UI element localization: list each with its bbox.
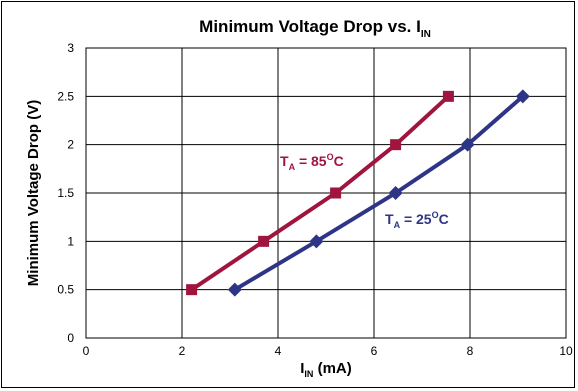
data-point-diamond bbox=[515, 89, 530, 104]
annotation-sup: O bbox=[327, 152, 334, 162]
chart-title: Minimum Voltage Drop vs. IIN bbox=[199, 17, 431, 40]
x-tick-labels: 0 2 4 6 8 10 bbox=[83, 344, 573, 358]
x-axis-label-unit: (mA) bbox=[313, 360, 351, 377]
x-axis-label: IIN (mA) bbox=[300, 360, 352, 379]
y-tick-label: 1 bbox=[67, 234, 74, 248]
x-tick-label: 2 bbox=[179, 344, 186, 358]
y-tick-label: 3 bbox=[67, 41, 74, 55]
data-point-square bbox=[390, 139, 402, 151]
annotation-main: T bbox=[385, 211, 394, 227]
grid-lines bbox=[85, 47, 567, 339]
y-tick-labels: 0 0.5 1 1.5 2 2.5 3 bbox=[57, 41, 74, 345]
series-annotation: TA = 85OC bbox=[280, 152, 344, 172]
x-tick-label: 4 bbox=[275, 344, 282, 358]
annotation-sup: O bbox=[432, 210, 439, 220]
data-point-diamond bbox=[388, 186, 403, 200]
x-tick-label: 10 bbox=[559, 344, 573, 358]
annotation-unit: C bbox=[334, 153, 344, 169]
chart-title-main: Minimum Voltage Drop vs. I bbox=[199, 17, 421, 36]
y-tick-label: 2.5 bbox=[57, 89, 74, 103]
annotation-sub: A bbox=[394, 220, 401, 230]
data-point-diamond bbox=[227, 282, 242, 297]
series-annotation: TA = 25OC bbox=[385, 210, 449, 230]
data-point-square bbox=[330, 187, 342, 199]
data-point-square bbox=[186, 284, 198, 296]
annotation-unit: C bbox=[439, 211, 449, 227]
data-point-diamond bbox=[309, 234, 324, 249]
x-tick-label: 0 bbox=[83, 344, 90, 358]
y-tick-label: 2 bbox=[67, 138, 74, 152]
y-tick-label: 0 bbox=[67, 331, 74, 345]
y-tick-label: 1.5 bbox=[57, 186, 74, 200]
annotation-main: T bbox=[280, 153, 289, 169]
annotation-rest: = 25 bbox=[400, 211, 432, 227]
x-axis-label-main: I bbox=[300, 360, 304, 377]
chart-title-sub: IN bbox=[421, 29, 431, 40]
x-tick-label: 6 bbox=[371, 344, 378, 358]
y-tick-label: 0.5 bbox=[57, 283, 74, 297]
data-point-square bbox=[258, 235, 270, 247]
y-axis-label: Minimum Voltage Drop (V) bbox=[25, 100, 42, 286]
x-tick-label: 8 bbox=[467, 344, 474, 358]
annotation-sub: A bbox=[289, 162, 296, 172]
data-point-square bbox=[442, 90, 454, 102]
annotation-rest: = 85 bbox=[295, 153, 327, 169]
x-axis-label-sub: IN bbox=[304, 369, 313, 379]
data-point-diamond bbox=[460, 137, 475, 152]
